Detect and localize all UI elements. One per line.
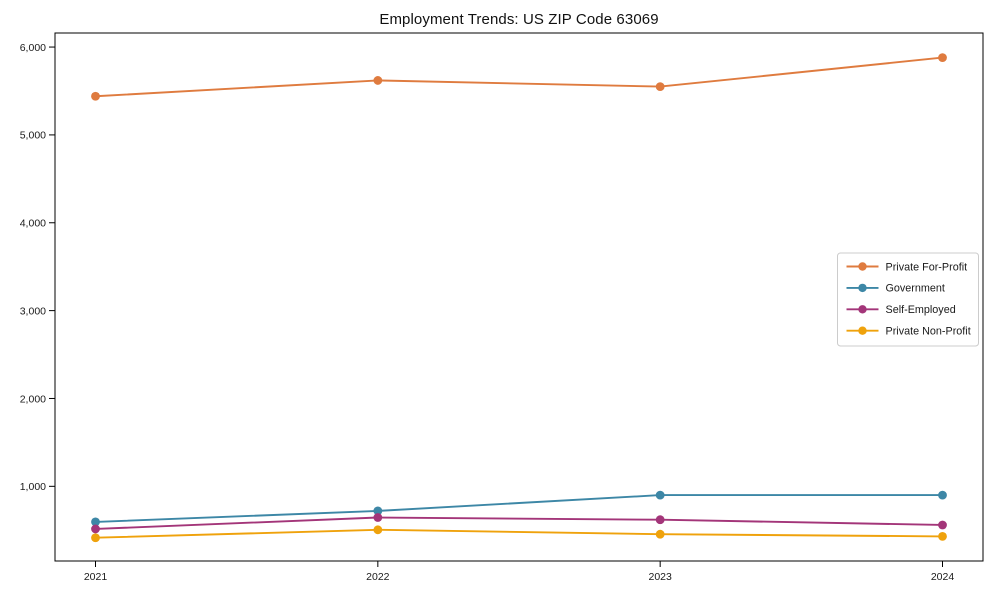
legend-label-private-non-profit: Private Non-Profit [886,326,971,338]
data-point-government-2022 [373,506,383,516]
series-line-private-non-profit [95,528,943,539]
y-tick-label: 5,000 [20,130,46,142]
legend-marker-government [858,283,867,293]
legend-marker-self-employed [858,305,867,314]
x-tick-label: 2021 [84,571,108,583]
series-line-government [95,494,943,523]
data-point-private-for-profit-2022 [373,76,383,85]
data-point-government-2023 [655,490,665,500]
series-line-self-employed [95,516,943,530]
y-tick-label: 1,000 [20,481,46,493]
x-tick-label: 2022 [366,571,390,583]
series-line-private-for-profit [95,56,943,98]
data-point-self-employed-2021 [91,524,100,534]
data-point-private-for-profit-2023 [655,82,665,91]
chart-title: Employment Trends: US ZIP Code 63069 [379,11,659,28]
data-point-private-for-profit-2024 [938,53,947,62]
data-point-private-non-profit-2024 [938,532,947,541]
legend-box [837,252,979,347]
y-tick-label: 6,000 [20,42,46,54]
data-point-private-for-profit-2021 [91,91,100,101]
legend-marker-private-non-profit [858,326,867,335]
legend-marker-private-for-profit [858,262,867,271]
data-point-private-non-profit-2022 [373,525,383,535]
data-point-private-non-profit-2021 [91,533,100,543]
legend-label-self-employed: Self-Employed [886,304,956,316]
data-point-self-employed-2022 [373,513,383,522]
data-point-private-non-profit-2023 [655,529,665,539]
data-point-self-employed-2023 [655,515,665,525]
x-tick-label: 2023 [648,571,672,583]
legend-label-private-for-profit: Private For-Profit [886,261,968,273]
x-tick-label: 2024 [931,571,955,583]
plot-border [54,32,984,562]
y-tick-label: 3,000 [20,305,46,317]
data-point-government-2024 [938,490,947,500]
data-point-self-employed-2024 [938,520,947,530]
y-tick-label: 4,000 [20,218,46,230]
data-point-government-2021 [91,517,100,527]
legend-label-government: Government [886,283,945,295]
y-tick-label: 2,000 [20,393,46,405]
